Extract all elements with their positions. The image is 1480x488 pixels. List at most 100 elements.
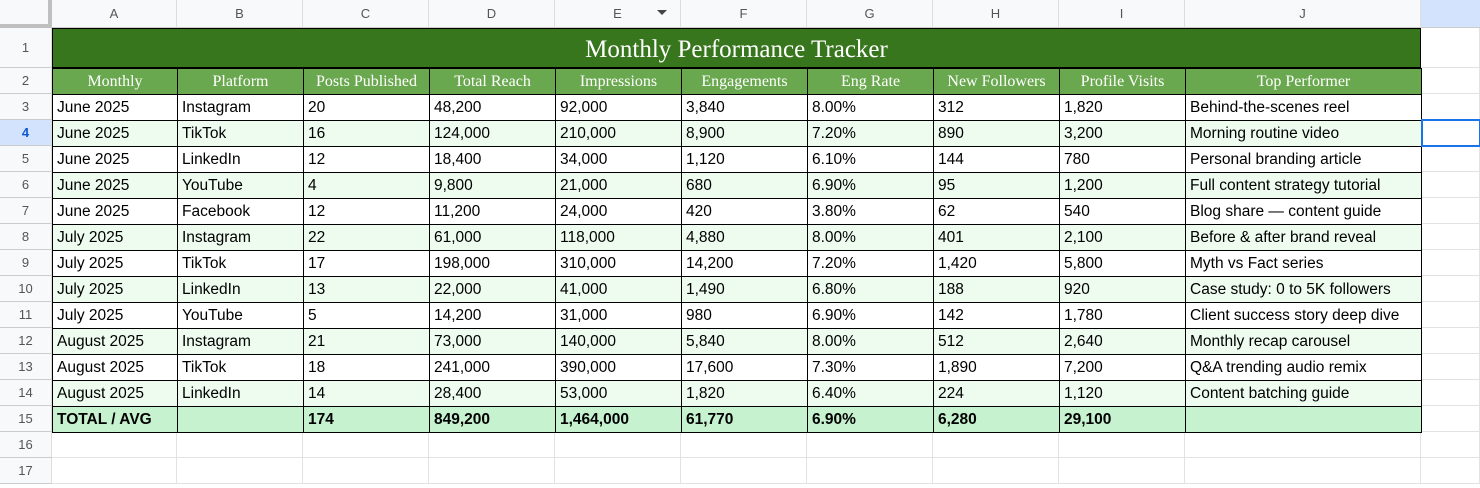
total-cell[interactable] [1185,406,1422,433]
data-cell[interactable]: Facebook [177,198,304,225]
data-cell[interactable]: June 2025 [52,172,178,199]
data-cell[interactable]: 7.30% [807,354,934,381]
row-header[interactable]: 7 [0,198,52,224]
row-header[interactable]: 2 [0,68,52,94]
data-cell[interactable]: LinkedIn [177,146,304,173]
data-cell[interactable]: August 2025 [52,354,178,381]
data-cell[interactable]: 5,840 [681,328,808,355]
data-cell[interactable]: 14 [303,380,430,407]
total-cell[interactable]: 61,770 [681,406,808,433]
data-cell[interactable]: Content batching guide [1185,380,1422,407]
row-header[interactable]: 14 [0,380,52,406]
cell[interactable] [1421,354,1480,380]
column-header[interactable]: F [681,0,807,28]
data-cell[interactable]: 3.80% [807,198,934,225]
column-header[interactable]: D [429,0,555,28]
data-cell[interactable]: 8.00% [807,224,934,251]
cell[interactable] [1421,224,1480,250]
data-cell[interactable]: 6.10% [807,146,934,173]
data-cell[interactable]: 17,600 [681,354,808,381]
corner[interactable] [0,0,52,28]
data-cell[interactable]: 1,820 [681,380,808,407]
cell[interactable] [303,458,429,484]
data-cell[interactable]: 11,200 [429,198,556,225]
data-cell[interactable]: 390,000 [555,354,682,381]
data-cell[interactable]: 210,000 [555,120,682,147]
data-cell[interactable]: TikTok [177,354,304,381]
total-cell[interactable]: 6,280 [933,406,1060,433]
column-header[interactable] [1421,0,1480,28]
cell[interactable] [177,458,303,484]
data-cell[interactable]: August 2025 [52,380,178,407]
cell[interactable] [1421,406,1480,432]
data-cell[interactable]: LinkedIn [177,380,304,407]
data-cell[interactable]: June 2025 [52,146,178,173]
cell[interactable] [807,458,933,484]
data-cell[interactable]: 920 [1059,276,1186,303]
total-cell[interactable]: 849,200 [429,406,556,433]
data-cell[interactable]: 224 [933,380,1060,407]
data-cell[interactable]: 14,200 [429,302,556,329]
data-cell[interactable]: 2,100 [1059,224,1186,251]
total-cell[interactable]: 29,100 [1059,406,1186,433]
data-cell[interactable]: 1,820 [1059,94,1186,121]
data-cell[interactable]: 20 [303,94,430,121]
data-cell[interactable]: YouTube [177,302,304,329]
data-cell[interactable]: 5 [303,302,430,329]
total-cell[interactable]: 1,464,000 [555,406,682,433]
row-header[interactable]: 10 [0,276,52,302]
data-cell[interactable]: Q&A trending audio remix [1185,354,1422,381]
cell[interactable] [1421,94,1480,120]
data-cell[interactable]: 62 [933,198,1060,225]
data-cell[interactable]: 95 [933,172,1060,199]
data-cell[interactable]: 512 [933,328,1060,355]
cell[interactable] [1421,276,1480,302]
data-cell[interactable]: 140,000 [555,328,682,355]
data-cell[interactable]: Instagram [177,328,304,355]
data-cell[interactable]: Case study: 0 to 5K followers [1185,276,1422,303]
data-cell[interactable]: Instagram [177,94,304,121]
data-cell[interactable]: June 2025 [52,120,178,147]
data-cell[interactable]: Blog share — content guide [1185,198,1422,225]
data-cell[interactable]: 144 [933,146,1060,173]
column-header[interactable]: G [807,0,933,28]
data-cell[interactable]: 420 [681,198,808,225]
data-cell[interactable]: 188 [933,276,1060,303]
cell[interactable] [429,432,555,458]
data-cell[interactable]: 61,000 [429,224,556,251]
row-header[interactable]: 17 [0,458,52,484]
cell[interactable] [681,432,807,458]
cell[interactable] [1421,302,1480,328]
data-cell[interactable]: Morning routine video [1185,120,1422,147]
data-cell[interactable]: 18 [303,354,430,381]
data-cell[interactable]: 48,200 [429,94,556,121]
cell[interactable] [52,458,177,484]
data-cell[interactable]: 73,000 [429,328,556,355]
cell[interactable] [1421,172,1480,198]
data-cell[interactable]: July 2025 [52,224,178,251]
data-cell[interactable]: 7,200 [1059,354,1186,381]
cell[interactable] [1421,380,1480,406]
data-cell[interactable]: 3,840 [681,94,808,121]
data-cell[interactable]: 310,000 [555,250,682,277]
data-cell[interactable]: Client success story deep dive [1185,302,1422,329]
total-cell[interactable] [177,406,304,433]
row-header[interactable]: 16 [0,432,52,458]
selection[interactable] [1421,119,1480,147]
cell[interactable] [1059,432,1185,458]
data-cell[interactable]: 7.20% [807,250,934,277]
data-cell[interactable]: TikTok [177,250,304,277]
row-header[interactable]: 8 [0,224,52,250]
data-cell[interactable]: 12 [303,198,430,225]
data-cell[interactable]: July 2025 [52,302,178,329]
data-cell[interactable]: 8.00% [807,328,934,355]
total-cell[interactable]: 6.90% [807,406,934,433]
data-cell[interactable]: 4 [303,172,430,199]
data-cell[interactable]: 890 [933,120,1060,147]
cell[interactable] [555,432,681,458]
filter-icon[interactable] [657,10,667,15]
data-cell[interactable]: 13 [303,276,430,303]
row-header[interactable]: 13 [0,354,52,380]
data-cell[interactable]: July 2025 [52,276,178,303]
data-cell[interactable]: 21,000 [555,172,682,199]
